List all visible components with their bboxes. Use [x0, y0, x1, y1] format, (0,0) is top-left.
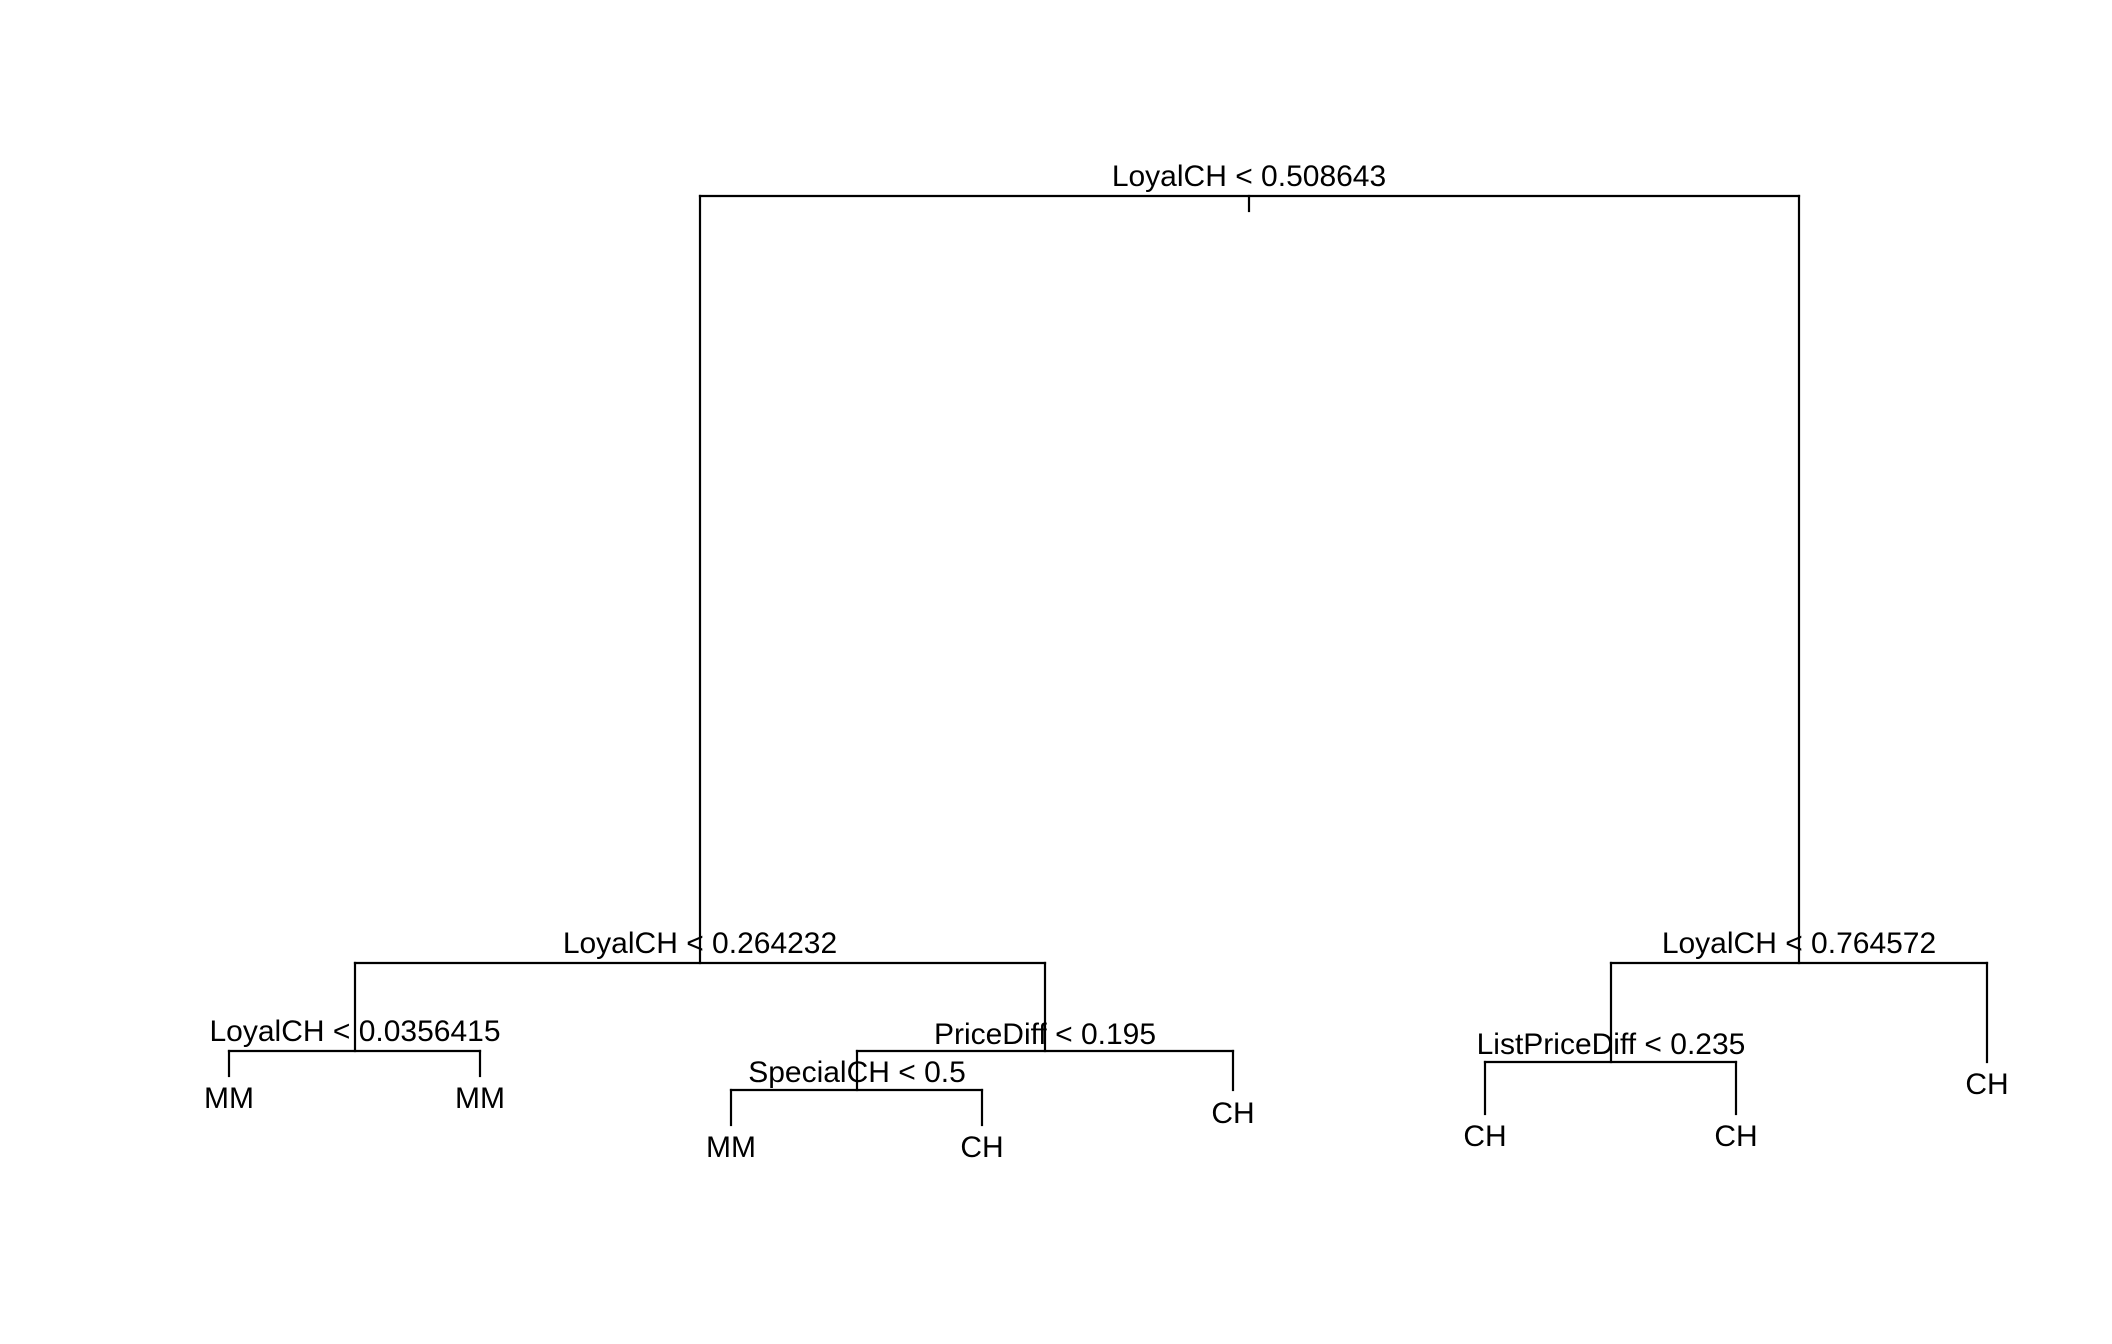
split-node-right: LoyalCH < 0.764572 — [1609, 927, 1989, 1064]
split-label-right: LoyalCH < 0.764572 — [1662, 927, 1936, 960]
split-node-root: LoyalCH < 0.508643 — [698, 160, 1801, 965]
leaf-label-4: CH — [960, 1131, 1003, 1164]
split-label-left-right: PriceDiff < 0.195 — [934, 1018, 1156, 1051]
leaf-label-6: CH — [1463, 1120, 1506, 1153]
leaf-label-8: CH — [1965, 1068, 2008, 1101]
split-node-left-right: PriceDiff < 0.195 — [855, 1018, 1235, 1092]
leaf-label-7: CH — [1714, 1120, 1757, 1153]
split-node-right-left: ListPriceDiff < 0.235 — [1477, 1028, 1746, 1116]
split-node-left-left: LoyalCH < 0.0356415 — [209, 1015, 501, 1078]
split-label-right-left: ListPriceDiff < 0.235 — [1477, 1028, 1746, 1061]
split-label-left: LoyalCH < 0.264232 — [563, 927, 837, 960]
leaf-labels: MM MM MM CH CH CH CH CH — [204, 1068, 2009, 1164]
leaf-label-3: MM — [706, 1131, 756, 1164]
split-node-left: LoyalCH < 0.264232 — [353, 927, 1047, 1053]
leaf-label-2: MM — [455, 1082, 505, 1115]
split-label-root: LoyalCH < 0.508643 — [1112, 160, 1386, 193]
split-node-left-right-left: SpecialCH < 0.5 — [729, 1056, 984, 1127]
leaf-label-1: MM — [204, 1082, 254, 1115]
split-label-left-left: LoyalCH < 0.0356415 — [209, 1015, 500, 1048]
split-label-left-right-left: SpecialCH < 0.5 — [748, 1056, 966, 1089]
leaf-label-5: CH — [1211, 1097, 1254, 1130]
